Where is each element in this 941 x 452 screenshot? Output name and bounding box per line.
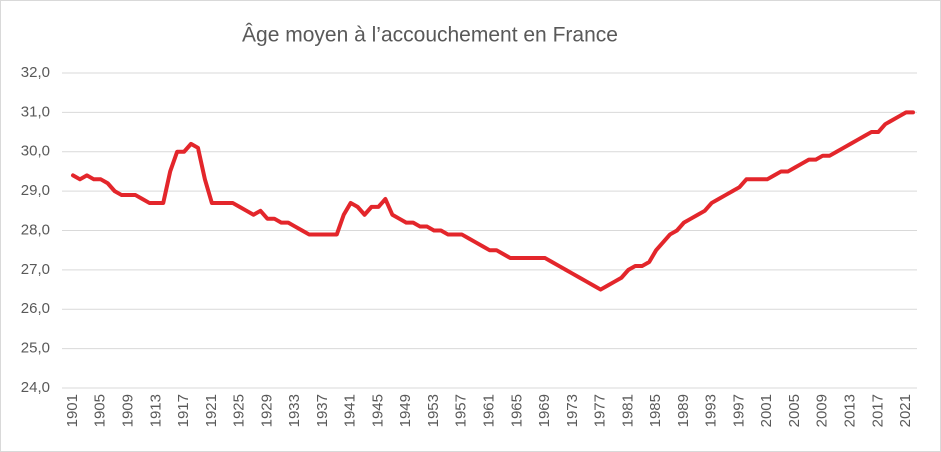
x-tick-label: 1981 — [619, 394, 636, 427]
x-tick-label: 2005 — [786, 394, 803, 427]
x-tick-label: 1941 — [342, 394, 359, 427]
y-tick-label: 24,0 — [21, 379, 50, 396]
x-tick-label: 2017 — [869, 394, 886, 427]
x-tick-label: 1929 — [258, 394, 275, 427]
data-line — [71, 110, 915, 292]
x-tick-label: 1949 — [397, 394, 414, 427]
x-tick-label: 1973 — [564, 394, 581, 427]
x-tick-label: 1917 — [175, 394, 192, 427]
x-tick-label: 1913 — [147, 394, 164, 427]
x-tick-label: 1989 — [675, 394, 692, 427]
x-tick-label: 1905 — [92, 394, 109, 427]
x-tick-label: 1921 — [203, 394, 220, 427]
x-tick-label: 2013 — [841, 394, 858, 427]
y-tick-label: 25,0 — [21, 340, 50, 357]
x-tick-label: 1961 — [480, 394, 497, 427]
x-tick-label: 2021 — [897, 394, 914, 427]
y-tick-label: 30,0 — [21, 143, 50, 160]
y-tick-label: 31,0 — [21, 103, 50, 120]
y-tick-label: 27,0 — [21, 261, 50, 278]
x-tick-label: 1993 — [703, 394, 720, 427]
x-tick-label: 2001 — [758, 394, 775, 427]
chart-title: Âge moyen à l’accouchement en France — [242, 24, 618, 47]
y-tick-label: 28,0 — [21, 221, 50, 238]
x-tick-label: 1969 — [536, 394, 553, 427]
x-tick-label: 1977 — [592, 394, 609, 427]
x-tick-label: 2009 — [814, 394, 831, 427]
x-tick-label: 1965 — [508, 394, 525, 427]
x-tick-label: 1933 — [286, 394, 303, 427]
x-tick-label: 1901 — [64, 394, 81, 427]
y-tick-label: 32,0 — [21, 64, 50, 81]
x-tick-label: 1945 — [369, 394, 386, 427]
x-tick-label: 1985 — [647, 394, 664, 427]
y-tick-label: 29,0 — [21, 182, 50, 199]
y-tick-label: 26,0 — [21, 300, 50, 317]
x-tick-label: 1997 — [730, 394, 747, 427]
x-tick-label: 1957 — [453, 394, 470, 427]
x-tick-label: 1909 — [120, 394, 137, 427]
x-tick-label: 1925 — [231, 394, 248, 427]
x-tick-label: 1937 — [314, 394, 331, 427]
x-tick-label: 1953 — [425, 394, 442, 427]
